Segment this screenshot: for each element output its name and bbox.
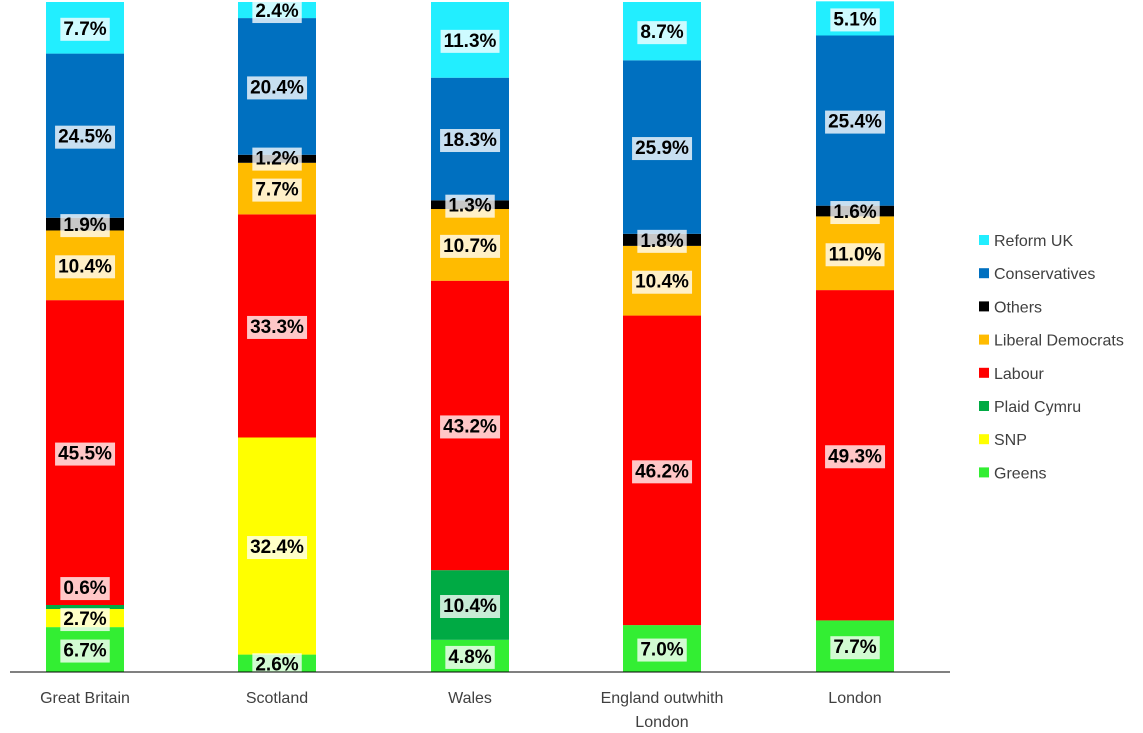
data-label-bg-scotland-liberal-democrats	[252, 178, 302, 202]
data-label-bg-london-conservatives	[825, 110, 886, 134]
data-label-great-britain-labour: 45.5%	[58, 444, 112, 465]
data-label-bg-scotland-conservatives	[247, 76, 308, 100]
data-label-bg-great-britain-greens	[60, 639, 110, 663]
category-label-great-britain: Great Britain	[40, 690, 130, 707]
data-label-scotland-conservatives: 20.4%	[250, 77, 304, 98]
data-label-bg-great-britain-liberal-democrats	[55, 255, 116, 279]
data-label-bg-wales-liberal-democrats	[440, 234, 501, 258]
bar-great-britain-plaid-cymru	[46, 605, 124, 610]
legend-swatch-conservatives	[979, 268, 989, 279]
data-label-great-britain-greens: 6.7%	[63, 641, 106, 662]
data-label-london-reform-uk: 5.1%	[833, 9, 876, 30]
data-label-wales-labour: 43.2%	[443, 416, 497, 437]
category-label-england-outwhith-london-line2: London	[635, 714, 688, 731]
category-label-england-outwhith-london-line1: England outwhith	[601, 690, 724, 707]
data-label-england-outwhith-london-liberal-democrats: 10.4%	[635, 272, 689, 293]
data-label-bg-great-britain-reform-uk	[60, 17, 110, 41]
legend-swatch-others	[979, 301, 989, 312]
legend-swatch-snp	[979, 434, 989, 445]
data-label-wales-plaid-cymru: 10.4%	[443, 596, 497, 617]
data-label-bg-scotland-others	[252, 147, 302, 171]
data-label-great-britain-others: 1.9%	[63, 215, 106, 236]
data-label-great-britain-reform-uk: 7.7%	[63, 19, 106, 40]
data-label-bg-england-outwhith-london-conservatives	[632, 137, 693, 161]
legend-swatch-greens	[979, 467, 989, 478]
data-label-wales-liberal-democrats: 10.7%	[443, 236, 497, 257]
legend-label-reform-uk: Reform UK	[994, 233, 1073, 250]
data-label-bg-great-britain-plaid-cymru	[60, 577, 110, 601]
data-label-wales-conservatives: 18.3%	[443, 130, 497, 151]
data-label-bg-great-britain-snp	[60, 608, 110, 632]
data-label-england-outwhith-london-greens: 7.0%	[640, 640, 683, 661]
category-label-scotland: Scotland	[246, 690, 308, 707]
data-label-bg-scotland-greens	[252, 653, 302, 677]
category-labels: Great Britain Scotland Wales England outwhi…	[40, 690, 882, 731]
data-label-bg-great-britain-conservatives	[55, 125, 116, 149]
data-label-wales-greens: 4.8%	[448, 647, 491, 668]
legend-swatch-labour	[979, 367, 989, 378]
legend: Reform UK Conservatives Others Liberal Demo…	[979, 233, 1124, 482]
data-label-bg-wales-greens	[445, 645, 495, 669]
data-label-bg-scotland-reform-uk	[252, 0, 302, 24]
legend-swatch-reform-uk	[979, 235, 989, 245]
data-label-great-britain-conservatives: 24.5%	[58, 127, 112, 148]
data-label-bg-wales-labour	[440, 415, 501, 439]
legend-label-plaid-cymru: Plaid Cymru	[994, 399, 1081, 416]
data-label-london-liberal-democrats: 11.0%	[829, 244, 882, 265]
legend-label-liberal-democrats: Liberal Democrats	[994, 333, 1124, 350]
data-label-scotland-snp: 32.4%	[250, 537, 304, 558]
data-label-great-britain-plaid-cymru: 0.6%	[63, 578, 106, 599]
data-label-bg-england-outwhith-london-greens	[637, 638, 687, 662]
data-label-bg-england-outwhith-london-liberal-democrats	[632, 270, 693, 294]
legend-swatch-plaid-cymru	[979, 401, 989, 411]
data-label-london-others: 1.6%	[833, 202, 876, 223]
data-label-england-outwhith-london-reform-uk: 8.7%	[640, 22, 683, 43]
data-label-scotland-labour: 33.3%	[250, 317, 304, 338]
data-label-bg-london-greens	[830, 636, 880, 660]
data-label-bg-wales-others	[445, 194, 495, 218]
data-label-wales-reform-uk: 11.3%	[444, 31, 497, 52]
legend-swatch-liberal-democrats	[979, 334, 989, 345]
data-label-bg-wales-plaid-cymru	[440, 595, 501, 618]
data-label-scotland-liberal-democrats: 7.7%	[255, 180, 298, 201]
data-label-scotland-others: 1.2%	[255, 149, 298, 170]
data-label-scotland-reform-uk: 2.4%	[255, 1, 298, 22]
data-label-london-conservatives: 25.4%	[828, 112, 882, 133]
category-label-wales: Wales	[448, 690, 492, 707]
data-label-bg-england-outwhith-london-labour	[632, 460, 693, 484]
legend-label-snp: SNP	[994, 432, 1027, 449]
data-label-wales-others: 1.3%	[448, 196, 491, 217]
legend-label-labour: Labour	[994, 366, 1044, 383]
data-label-bg-london-labour	[825, 445, 886, 469]
data-label-england-outwhith-london-labour: 46.2%	[635, 461, 689, 482]
data-label-bg-london-others	[830, 201, 880, 225]
data-label-england-outwhith-london-conservatives: 25.9%	[635, 138, 689, 159]
legend-label-others: Others	[994, 299, 1042, 316]
data-label-great-britain-liberal-democrats: 10.4%	[58, 256, 112, 277]
data-label-bg-wales-conservatives	[440, 129, 501, 153]
data-label-great-britain-snp: 2.7%	[63, 609, 106, 630]
data-label-bg-wales-reform-uk	[440, 29, 500, 53]
data-label-bg-scotland-snp	[247, 536, 308, 560]
data-label-london-labour: 49.3%	[828, 446, 882, 467]
data-label-scotland-greens: 2.6%	[255, 654, 298, 675]
data-label-bg-england-outwhith-london-others	[637, 229, 687, 253]
category-label-london: London	[828, 690, 881, 707]
data-label-england-outwhith-london-others: 1.8%	[640, 231, 683, 252]
legend-label-greens: Greens	[994, 465, 1046, 482]
legend-label-conservatives: Conservatives	[994, 266, 1095, 283]
data-label-bg-great-britain-labour	[55, 442, 116, 466]
data-label-bg-great-britain-others	[60, 214, 110, 238]
data-label-bg-london-liberal-democrats	[825, 243, 885, 267]
data-label-bg-england-outwhith-london-reform-uk	[637, 21, 687, 45]
data-label-london-greens: 7.7%	[833, 637, 876, 658]
bars-layer: 6.7% 2.7% 0.6% 45.5% 10.4% 1.9% 24.5% 7.7% 2.6% 3…	[46, 0, 894, 677]
data-label-bg-london-reform-uk	[830, 8, 880, 32]
data-label-bg-scotland-labour	[247, 315, 308, 339]
